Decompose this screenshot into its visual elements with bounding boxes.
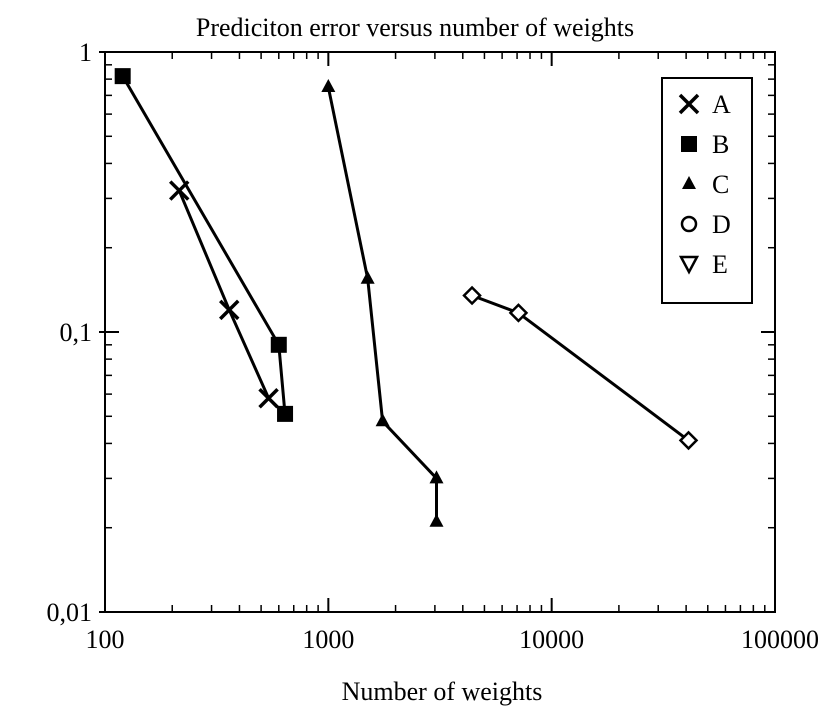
- legend-label: A: [712, 90, 731, 119]
- series-line: [326, 86, 438, 522]
- chart-title: Prediciton error versus number of weight…: [196, 13, 634, 42]
- legend-label: B: [712, 130, 729, 159]
- series-line: [121, 75, 287, 415]
- data-point: [219, 299, 240, 321]
- data-point: [169, 180, 190, 201]
- y-tick-label: 1: [79, 38, 92, 67]
- x-axis-label: Number of weights: [342, 677, 543, 706]
- x-tick-label: 1000: [302, 625, 354, 654]
- data-point: [375, 413, 390, 427]
- legend-marker: [678, 93, 700, 115]
- data-point: [321, 78, 336, 92]
- series-line: [177, 190, 270, 399]
- legend-label: C: [712, 170, 729, 199]
- legend-label: E: [712, 250, 728, 279]
- legend-marker: [682, 176, 696, 189]
- legend-marker: [678, 255, 700, 275]
- data-point: [508, 303, 529, 323]
- data-point: [270, 336, 287, 353]
- data-point: [429, 513, 444, 527]
- data-point: [277, 405, 294, 422]
- legend-label: D: [712, 210, 731, 239]
- data-point: [360, 270, 375, 284]
- y-tick-label: 0,1: [60, 318, 93, 347]
- data-point: [462, 285, 482, 306]
- legend-box: [661, 77, 753, 304]
- series-markers: [114, 68, 699, 527]
- x-tick-label: 10000: [519, 625, 584, 654]
- axis-ticks: 100 1000 10000 100000 0,01 0,1 1: [47, 38, 820, 654]
- data-point: [258, 388, 279, 409]
- data-point: [678, 430, 699, 451]
- y-tick-label: 0,01: [47, 598, 93, 627]
- series-line: [471, 294, 690, 442]
- series-lines: [121, 75, 690, 522]
- x-tick-label: 100: [86, 625, 125, 654]
- data-point: [114, 68, 131, 85]
- legend-marker: [680, 215, 698, 233]
- data-point: [429, 470, 444, 484]
- legend-marker: [681, 136, 697, 152]
- x-tick-label: 100000: [741, 625, 819, 654]
